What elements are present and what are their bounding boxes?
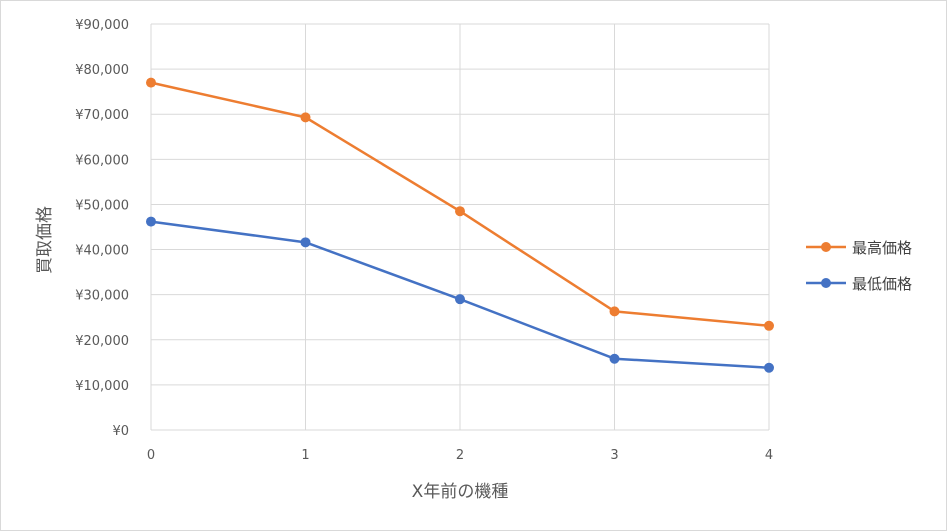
data-point — [300, 112, 311, 123]
legend-item: 最高価格 — [806, 239, 912, 257]
data-point — [609, 353, 620, 364]
series-line — [146, 216, 774, 373]
y-tick-label: ¥70,000 — [75, 108, 129, 123]
data-point — [764, 362, 774, 373]
x-axis-ticks: 0 1 2 3 4 — [147, 448, 773, 463]
data-point — [146, 77, 156, 88]
data-point — [146, 216, 156, 227]
y-tick-label: ¥30,000 — [75, 289, 129, 304]
legend-label: 最高価格 — [852, 239, 912, 257]
data-point — [455, 294, 465, 305]
legend-swatch-marker — [821, 242, 831, 252]
y-tick-label: ¥90,000 — [75, 18, 129, 33]
x-tick-label: 2 — [456, 448, 464, 463]
legend-swatch-marker — [821, 278, 831, 288]
x-tick-label: 0 — [147, 448, 155, 463]
y-tick-label: ¥80,000 — [75, 63, 129, 78]
y-tick-label: ¥60,000 — [75, 153, 129, 168]
legend-label: 最低価格 — [852, 275, 912, 293]
data-point — [455, 206, 465, 217]
y-axis-ticks: ¥0 ¥10,000 ¥20,000 ¥30,000 ¥40,000 ¥50,000 ¥60… — [75, 18, 129, 439]
x-axis-title: X年前の機種 — [412, 482, 509, 502]
data-point — [764, 320, 774, 331]
x-tick-label: 1 — [301, 448, 309, 463]
x-tick-label: 4 — [765, 448, 773, 463]
y-tick-label: ¥20,000 — [75, 334, 129, 349]
y-axis-title: 買取価格 — [35, 206, 55, 274]
y-tick-label: ¥40,000 — [75, 244, 129, 259]
series-group — [146, 77, 774, 373]
x-tick-label: 3 — [610, 448, 618, 463]
data-point — [609, 306, 620, 317]
y-tick-label: ¥50,000 — [75, 198, 129, 213]
grid-lines — [150, 23, 770, 431]
series-line — [146, 77, 774, 331]
legend-item: 最低価格 — [806, 275, 912, 293]
y-tick-label: ¥0 — [112, 424, 129, 439]
data-point — [300, 237, 311, 248]
y-tick-label: ¥10,000 — [75, 379, 129, 394]
